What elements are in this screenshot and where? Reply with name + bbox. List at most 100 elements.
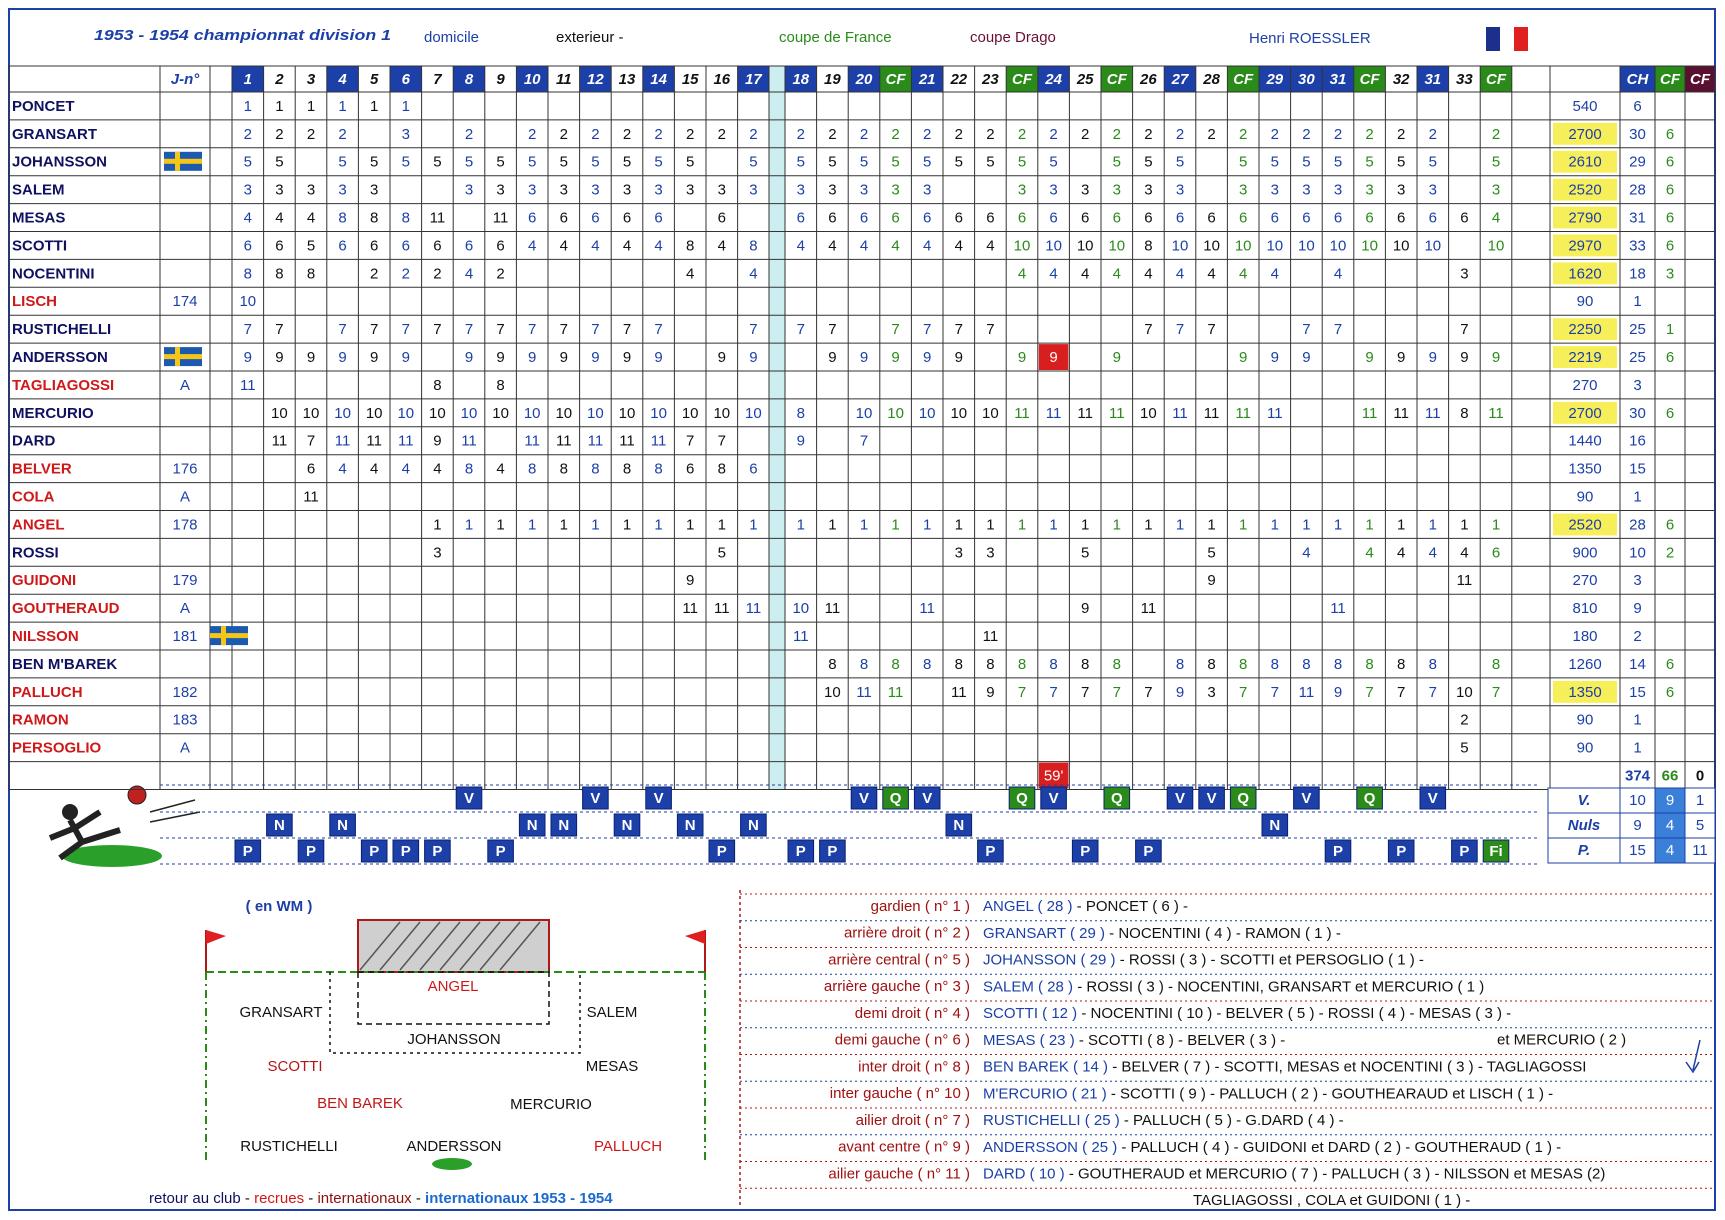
cell: 4 — [1302, 544, 1310, 561]
cell: 8 — [686, 237, 694, 254]
cell: 1 — [433, 516, 441, 533]
cell: 4 — [1365, 544, 1373, 561]
cell: 9 — [718, 349, 726, 366]
cell: 11 — [366, 433, 382, 450]
cell: 3 — [275, 182, 283, 199]
column-header-bg — [390, 66, 422, 92]
player-minutes: 90 — [1577, 740, 1594, 757]
formation-player: SCOTTI — [268, 1058, 323, 1075]
cell: 4 — [591, 237, 599, 254]
position-rest: - SCOTTI ( 9 ) - PALLUCH ( 2 ) - GOUTHEA… — [1107, 1085, 1553, 1102]
cell: 4 — [1239, 265, 1247, 282]
cell: 59' — [1044, 768, 1064, 785]
player-minutes: 2520 — [1568, 182, 1601, 199]
result-letter: V — [859, 790, 869, 807]
gap-column — [769, 66, 785, 790]
cell: 7 — [654, 321, 662, 338]
player-name: JOHANSSON — [12, 154, 107, 171]
total-header-bg — [1685, 66, 1715, 92]
cell: 2 — [1018, 126, 1026, 143]
cell: 11 — [793, 628, 809, 645]
column-header-bg — [579, 66, 612, 92]
result-box — [1008, 786, 1036, 810]
head — [62, 804, 78, 820]
cell: 10 — [1330, 237, 1347, 254]
cell: 7 — [923, 321, 931, 338]
player-cf: 6 — [1666, 684, 1674, 701]
column-header: 1 — [244, 71, 252, 88]
cell: 8 — [1049, 656, 1057, 673]
column-header: 21 — [918, 71, 936, 88]
player-minutes: 1350 — [1568, 684, 1601, 701]
column-header: CF — [1107, 71, 1128, 88]
result-letter: P — [1143, 843, 1153, 860]
total-highlight — [1553, 122, 1617, 145]
column-header-bg — [1164, 66, 1196, 92]
cell: 1 — [1429, 516, 1437, 533]
footer-item: internationaux — [317, 1190, 412, 1207]
result-box — [1229, 786, 1257, 810]
cell: 10 — [1298, 237, 1315, 254]
cell: 4 — [370, 461, 378, 478]
position-main: BEN BAREK ( 14 ) — [983, 1058, 1108, 1075]
column-header: 18 — [792, 71, 809, 88]
cell: 3 — [1081, 182, 1089, 199]
cell: 3 — [496, 182, 504, 199]
position-players: DARD ( 10 ) - GOUTHERAUD et MERCURIO ( 7… — [983, 1165, 1605, 1182]
player-name: MERCURIO — [12, 405, 94, 422]
summary-value: 9 — [1666, 792, 1674, 809]
cell: 5 — [244, 154, 252, 171]
cell: 5 — [860, 154, 868, 171]
cell: 2 — [1113, 126, 1121, 143]
cell: 10 — [1108, 237, 1125, 254]
cell: 11 — [398, 433, 414, 450]
cell: 3 — [749, 182, 757, 199]
column-header: 14 — [650, 71, 667, 88]
cell: 1 — [560, 516, 568, 533]
cell: 5 — [1207, 544, 1215, 561]
cell: 2 — [496, 265, 504, 282]
cell: 9 — [891, 349, 899, 366]
player-ch: 2 — [1633, 628, 1641, 645]
formation-player: ANGEL — [428, 978, 479, 995]
column-header: 6 — [402, 71, 411, 88]
cell: 10 — [619, 405, 636, 422]
result-box — [550, 813, 578, 837]
cell: 2 — [402, 265, 410, 282]
cell: 5 — [923, 154, 931, 171]
cell: 7 — [338, 321, 346, 338]
cell: 8 — [1460, 405, 1468, 422]
result-letter: V — [654, 790, 664, 807]
cell: 4 — [465, 265, 473, 282]
cell: 2 — [686, 126, 694, 143]
position-main: RUSTICHELLI ( 25 ) — [983, 1112, 1120, 1129]
corner-flag — [685, 930, 705, 944]
cell: 11 — [1299, 684, 1315, 701]
cell: 3 — [433, 544, 441, 561]
cell: 11 — [825, 600, 841, 617]
player-ch: 28 — [1629, 516, 1646, 533]
cell: 8 — [1492, 656, 1500, 673]
player-ch: 3 — [1633, 572, 1641, 589]
footer-total: 374 — [1625, 768, 1651, 785]
result-letter: V — [590, 790, 600, 807]
cell: 9 — [465, 349, 473, 366]
cell: 1 — [1460, 516, 1468, 533]
player-ch: 9 — [1633, 600, 1641, 617]
player-jn: A — [180, 377, 190, 394]
cell: 8 — [1334, 656, 1342, 673]
footer-total: 66 — [1662, 768, 1679, 785]
position-label: demi gauche ( n° 6 ) — [835, 1032, 970, 1049]
total-highlight — [1553, 401, 1617, 424]
motion-lines — [149, 799, 201, 823]
result-box — [1040, 786, 1067, 810]
cell: 9 — [433, 433, 441, 450]
cell: 8 — [1271, 656, 1279, 673]
cell: 9 — [1492, 349, 1500, 366]
cell: 10 — [524, 405, 541, 422]
cell: 1 — [1081, 516, 1089, 533]
cell: 8 — [591, 461, 599, 478]
player-minutes: 2700 — [1568, 405, 1601, 422]
cell: 8 — [560, 461, 568, 478]
formation-player: GRANSART — [239, 1004, 322, 1021]
